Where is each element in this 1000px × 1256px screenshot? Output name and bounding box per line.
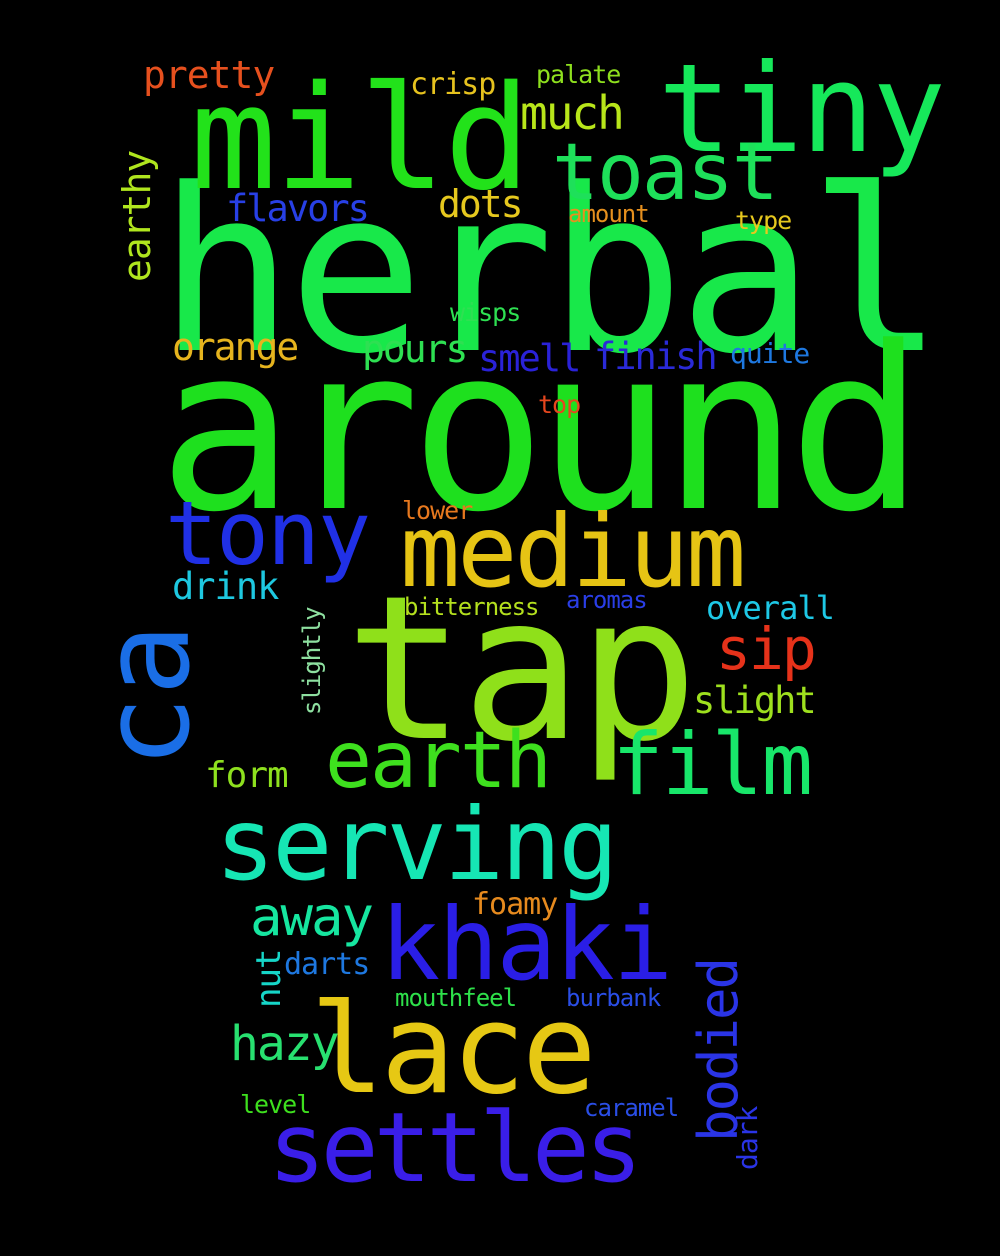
word-hazy: hazy (230, 1020, 338, 1068)
word-overall: overall (706, 592, 834, 624)
word-wisps: wisps (450, 300, 520, 325)
word-ca: ca (88, 624, 208, 769)
word-pours: pours (362, 330, 466, 368)
word-amount: amount (568, 202, 649, 226)
word-lower: lower (402, 498, 472, 523)
word-slightly: slightly (300, 607, 324, 715)
word-film: film (612, 722, 811, 808)
word-caramel: caramel (584, 1096, 678, 1120)
word-darts: darts (284, 950, 369, 980)
word-settles: settles (268, 1100, 638, 1196)
word-nut: nut (252, 950, 286, 1008)
word-aromas: aromas (566, 588, 647, 612)
word-away: away (250, 890, 372, 944)
word-burbank: burbank (566, 986, 660, 1010)
word-drink: drink (172, 568, 278, 605)
word-earth: earth (325, 722, 550, 800)
word-dark: dark (734, 1107, 762, 1170)
word-smell: smell (478, 340, 579, 377)
word-finish: finish (594, 338, 716, 375)
word-crisp: crisp (410, 70, 495, 100)
word-top: top (538, 392, 580, 417)
word-dots: dots (438, 185, 522, 223)
word-much: much (520, 90, 623, 136)
word-form: form (205, 758, 288, 794)
word-pretty: pretty (143, 56, 274, 94)
word-mouthfeel: mouthfeel (395, 986, 516, 1010)
word-quite: quite (730, 340, 809, 368)
word-earthy: earthy (118, 151, 156, 282)
word-foamy: foamy (472, 890, 557, 920)
word-sip: sip (716, 620, 815, 678)
word-flavors: flavors (226, 190, 368, 227)
word-level: level (240, 1092, 310, 1117)
word-palate: palate (536, 62, 620, 87)
word-type: type (735, 208, 791, 233)
word-serving: serving (215, 795, 615, 895)
word-slight: slight (693, 682, 815, 719)
word-orange: orange (172, 328, 297, 366)
word-bitterness: bitterness (404, 595, 539, 619)
